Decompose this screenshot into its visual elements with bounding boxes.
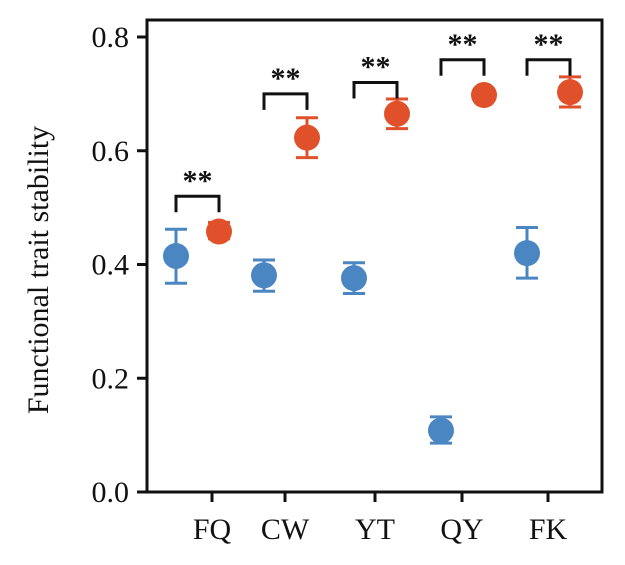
significance-label: ** (534, 28, 564, 61)
data-point (384, 100, 410, 127)
data-point (514, 240, 540, 267)
significance-label: ** (448, 28, 478, 61)
significance-bracket (439, 58, 486, 76)
x-axis: FQ CW YT QY FK (193, 492, 568, 546)
y-tick-label: 0.0 (92, 476, 130, 509)
data-points (163, 79, 583, 444)
data-point (206, 218, 232, 245)
y-tick-label: 0.8 (92, 21, 130, 54)
x-tick-label: CW (261, 513, 310, 546)
x-tick-label: FQ (193, 513, 232, 546)
data-point (294, 124, 320, 151)
y-axis: 0.0 0.2 0.4 0.6 0.8 (92, 21, 147, 509)
data-point (251, 262, 277, 289)
y-tick-label: 0.4 (92, 249, 130, 282)
significance-label: ** (361, 51, 391, 84)
data-point (341, 265, 367, 292)
data-point (428, 417, 454, 444)
data-point (471, 82, 497, 109)
significance-label: ** (183, 164, 213, 197)
x-tick-label: QY (440, 513, 483, 546)
data-point (163, 242, 189, 269)
significance-bracket (352, 81, 399, 99)
significance-bracket (525, 58, 572, 76)
significance-bracket (262, 92, 309, 110)
y-tick-label: 0.2 (92, 362, 130, 395)
significance-label: ** (271, 62, 301, 95)
data-point (557, 79, 583, 106)
significance-bracket (174, 194, 221, 213)
x-tick-label: FK (529, 513, 568, 546)
significance-brackets: ** ** ** ** ** (174, 28, 572, 213)
y-axis-label: Functional trait stability (22, 126, 55, 414)
y-tick-label: 0.6 (92, 135, 130, 168)
x-tick-label: YT (355, 513, 395, 546)
